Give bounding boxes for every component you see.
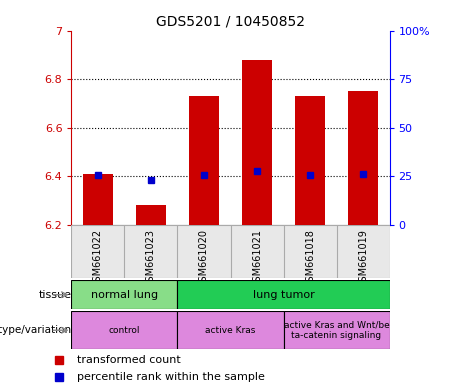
Bar [71, 280, 177, 309]
Bar [296, 96, 325, 225]
Bar [349, 91, 378, 225]
Bar [284, 311, 390, 349]
Bar [177, 311, 284, 349]
Text: GSM661018: GSM661018 [305, 229, 315, 288]
Text: active Kras: active Kras [205, 326, 256, 335]
Bar [71, 311, 177, 349]
Text: GSM661022: GSM661022 [93, 229, 103, 288]
Text: GSM661020: GSM661020 [199, 229, 209, 288]
Text: genotype/variation: genotype/variation [0, 325, 71, 335]
Text: GSM661019: GSM661019 [358, 229, 368, 288]
Text: transformed count: transformed count [77, 354, 181, 364]
Bar [177, 280, 390, 309]
Title: GDS5201 / 10450852: GDS5201 / 10450852 [156, 14, 305, 28]
Text: percentile rank within the sample: percentile rank within the sample [77, 372, 265, 382]
Text: tissue: tissue [38, 290, 71, 300]
Text: control: control [109, 326, 140, 335]
Text: active Kras and Wnt/be
ta-catenin signaling: active Kras and Wnt/be ta-catenin signal… [284, 321, 390, 340]
Bar [83, 174, 112, 225]
Text: lung tumor: lung tumor [253, 290, 314, 300]
Text: normal lung: normal lung [91, 290, 158, 300]
Bar [189, 96, 219, 225]
Bar [136, 205, 165, 225]
Text: GSM661021: GSM661021 [252, 229, 262, 288]
Bar [242, 60, 272, 225]
Text: GSM661023: GSM661023 [146, 229, 156, 288]
